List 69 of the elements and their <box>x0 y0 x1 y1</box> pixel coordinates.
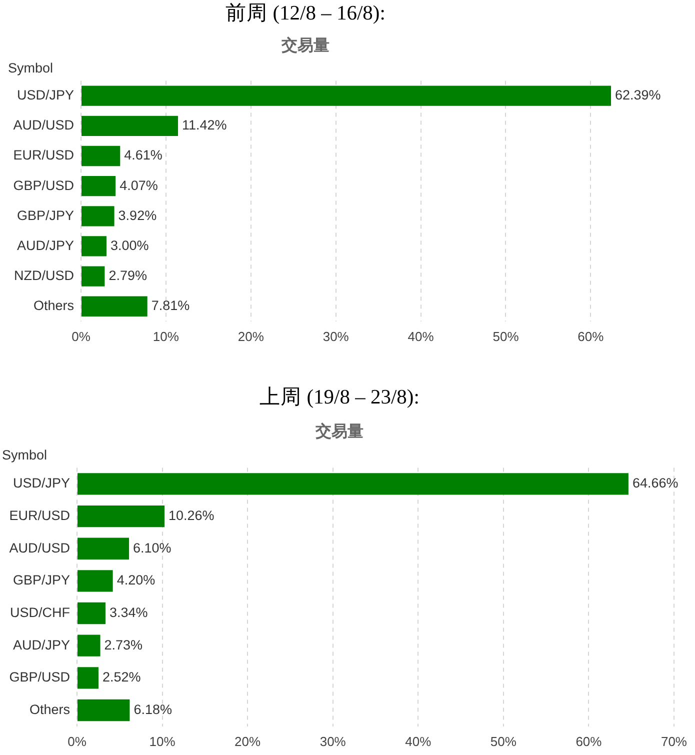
x-tick-label: 30% <box>322 328 350 344</box>
data-label: 3.34% <box>109 604 148 620</box>
x-tick-label: 30% <box>320 734 346 749</box>
x-tick-label: 40% <box>408 328 434 344</box>
x-tick-label: 50% <box>490 734 517 749</box>
y-tick-label: Others <box>29 702 70 717</box>
bar <box>78 473 628 495</box>
data-label: 6.18% <box>134 702 172 717</box>
y-tick-label: AUD/USD <box>9 540 70 556</box>
y-tick-label: EUR/USD <box>13 148 74 163</box>
data-label: 3.00% <box>110 238 149 253</box>
data-label: 64.66% <box>632 476 678 491</box>
x-tick-label: 60% <box>576 734 602 749</box>
x-tick-label: 40% <box>405 734 432 749</box>
chart-title: 上周 (19/8 – 23/8): <box>260 386 420 409</box>
bar <box>82 116 178 136</box>
data-label: 4.61% <box>124 148 162 163</box>
x-tick-label: 60% <box>578 328 604 344</box>
y-tick-label: AUD/USD <box>13 118 74 133</box>
bar <box>78 602 106 624</box>
bar <box>82 86 611 106</box>
data-label: 7.81% <box>151 298 190 314</box>
bar <box>78 538 130 560</box>
x-tick-label: 10% <box>149 734 176 749</box>
data-label: 4.07% <box>120 178 158 193</box>
bar <box>82 206 114 226</box>
y-tick-label: NZD/USD <box>14 268 74 284</box>
chart-subtitle: 交易量 <box>314 422 364 441</box>
y-axis-title: Symbol <box>8 60 54 76</box>
bar <box>78 667 98 689</box>
data-label: 2.79% <box>108 268 147 284</box>
y-tick-label: USD/CHF <box>10 604 70 620</box>
y-tick-label: GBP/USD <box>13 178 74 193</box>
x-tick-label: 10% <box>152 328 180 344</box>
y-tick-label: GBP/JPY <box>16 208 74 223</box>
y-axis-title: Symbol <box>2 448 48 463</box>
bar <box>82 236 106 256</box>
data-label: 2.73% <box>104 637 143 652</box>
x-tick-label: 20% <box>234 734 262 749</box>
data-label: 2.52% <box>102 670 141 685</box>
y-tick-label: AUD/JPY <box>12 637 70 652</box>
data-label: 11.42% <box>182 118 227 133</box>
data-label: 62.39% <box>615 88 661 103</box>
x-tick-label: 0% <box>68 734 87 749</box>
bar <box>78 505 164 528</box>
bar <box>82 296 148 316</box>
bar <box>82 146 120 166</box>
y-tick-label: Others <box>33 298 74 314</box>
y-tick-label: GBP/USD <box>9 670 70 685</box>
x-tick-label: 50% <box>492 328 520 344</box>
x-tick-label: 0% <box>72 328 91 344</box>
bar <box>78 699 130 722</box>
y-tick-label: GBP/JPY <box>12 572 70 588</box>
y-tick-label: EUR/USD <box>9 508 70 524</box>
chart-subtitle: 交易量 <box>280 36 330 55</box>
chart-title: 前周 (12/8 – 16/8): <box>226 2 386 25</box>
data-label: 6.10% <box>133 540 172 556</box>
data-label: 10.26% <box>168 508 214 524</box>
y-tick-label: USD/JPY <box>16 88 74 103</box>
bar <box>82 266 105 286</box>
x-tick-label: 20% <box>238 328 264 344</box>
x-tick-label: 70% <box>660 734 688 749</box>
bar <box>78 634 100 656</box>
bar <box>78 570 113 592</box>
bar <box>82 176 116 196</box>
y-tick-label: AUD/JPY <box>16 238 74 253</box>
data-label: 4.20% <box>116 572 156 588</box>
data-label: 3.92% <box>118 208 157 223</box>
y-tick-label: USD/JPY <box>12 476 70 491</box>
